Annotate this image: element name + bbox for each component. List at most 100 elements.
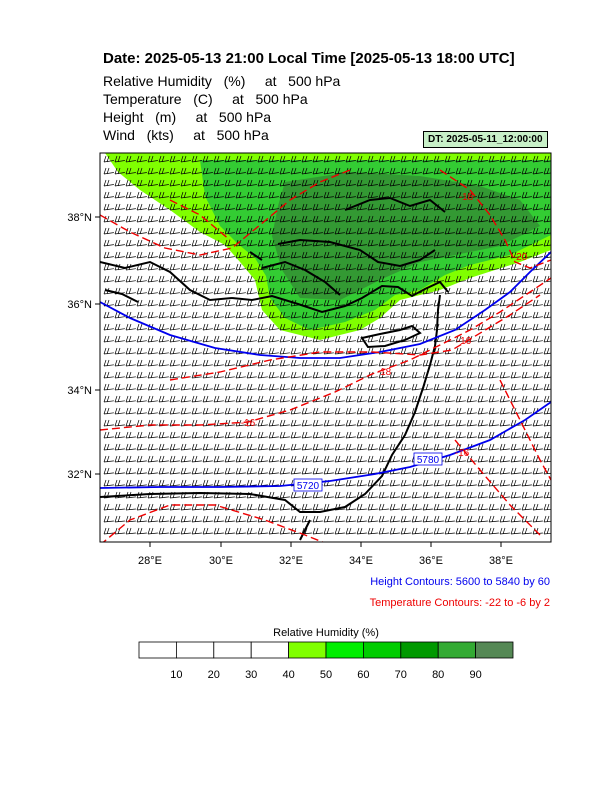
wind-barb <box>103 275 114 283</box>
wind-barb <box>235 323 246 331</box>
wind-barb <box>191 263 202 271</box>
wind-barb <box>356 299 367 307</box>
wind-barb <box>125 371 136 379</box>
wind-barb <box>147 215 158 223</box>
wind-barb <box>125 359 136 367</box>
wind-barb <box>411 419 422 427</box>
wind-barb <box>367 395 378 403</box>
wind-barb <box>257 227 268 235</box>
wind-barb <box>169 167 180 175</box>
wind-barb <box>191 215 202 223</box>
wind-barb <box>488 419 499 427</box>
wind-barb <box>147 503 158 511</box>
wind-barb <box>180 239 191 247</box>
wind-barb <box>521 467 532 475</box>
wind-barb <box>279 383 290 391</box>
wind-barb <box>488 479 499 487</box>
wind-barb <box>136 287 147 295</box>
wind-barb <box>488 347 499 355</box>
wind-barb <box>114 239 125 247</box>
wind-barb <box>257 431 268 439</box>
wind-barb <box>532 275 543 283</box>
wind-barb <box>169 179 180 187</box>
wind-barb <box>433 227 444 235</box>
wind-barb <box>103 419 114 427</box>
wind-barb <box>532 239 543 247</box>
wind-barb <box>257 215 268 223</box>
wind-barb <box>323 191 334 199</box>
wind-barb <box>433 359 444 367</box>
wind-barb <box>191 347 202 355</box>
wind-barb <box>455 167 466 175</box>
wind-barb <box>103 167 114 175</box>
wind-barb <box>422 503 433 511</box>
wind-barb <box>422 515 433 523</box>
wind-barb <box>455 155 466 163</box>
wind-barb <box>488 467 499 475</box>
wind-barb <box>411 167 422 175</box>
wind-barb <box>389 491 400 499</box>
wind-barb <box>378 239 389 247</box>
wind-barb <box>246 203 257 211</box>
wind-barb <box>389 275 400 283</box>
wind-barb <box>202 383 213 391</box>
wind-barb <box>499 479 510 487</box>
wind-barb <box>103 155 114 163</box>
wind-barb <box>400 455 411 463</box>
wind-barb <box>136 335 147 343</box>
wind-barb <box>257 419 268 427</box>
wind-barb <box>202 467 213 475</box>
wind-barb <box>202 299 213 307</box>
field-list: Relative Humidity (%) at 500 hPa Tempera… <box>103 72 340 144</box>
wind-barb <box>510 527 521 535</box>
wind-barb <box>114 347 125 355</box>
wind-barb <box>279 527 290 535</box>
wind-barb <box>334 359 345 367</box>
wind-barb <box>356 251 367 259</box>
wind-barb <box>389 167 400 175</box>
wind-barb <box>455 275 466 283</box>
wind-barb <box>532 395 543 403</box>
wind-barb <box>246 239 257 247</box>
wind-barb <box>466 503 477 511</box>
wind-barb <box>290 311 301 319</box>
wind-barb <box>323 395 334 403</box>
wind-barb <box>312 515 323 523</box>
wind-barb <box>433 239 444 247</box>
wind-barb <box>521 479 532 487</box>
wind-barb <box>378 431 389 439</box>
wind-barb <box>378 515 389 523</box>
wind-barb <box>422 239 433 247</box>
lat-tick-label: 34°N <box>67 385 92 397</box>
wind-barb <box>411 155 422 163</box>
wind-barb <box>543 263 551 271</box>
wind-barb <box>323 407 334 415</box>
lon-tick-label: 32°E <box>279 555 303 567</box>
wind-barb <box>466 275 477 283</box>
wind-barb <box>279 359 290 367</box>
wind-barb <box>411 431 422 439</box>
wind-barb <box>543 383 551 391</box>
wind-barb <box>334 491 345 499</box>
wind-barb <box>235 527 246 535</box>
colorbar-swatch <box>475 641 514 659</box>
wind-barb <box>444 263 455 271</box>
wind-barb <box>312 311 323 319</box>
wind-barb <box>334 227 345 235</box>
wind-barb <box>433 167 444 175</box>
wind-barb <box>510 455 521 463</box>
wind-barb <box>213 467 224 475</box>
wind-barb <box>224 503 235 511</box>
wind-barb <box>235 335 246 343</box>
wind-barb <box>257 443 268 451</box>
height-label-5780: 5780 <box>417 455 440 466</box>
wind-barb <box>268 203 279 211</box>
wind-barb <box>169 359 180 367</box>
wind-barb <box>499 191 510 199</box>
colorbar-label: 70 <box>394 669 407 681</box>
wind-barb <box>312 371 323 379</box>
wind-barb <box>444 359 455 367</box>
wind-barb <box>411 479 422 487</box>
wind-barb <box>180 227 191 235</box>
wind-barb <box>543 431 551 439</box>
